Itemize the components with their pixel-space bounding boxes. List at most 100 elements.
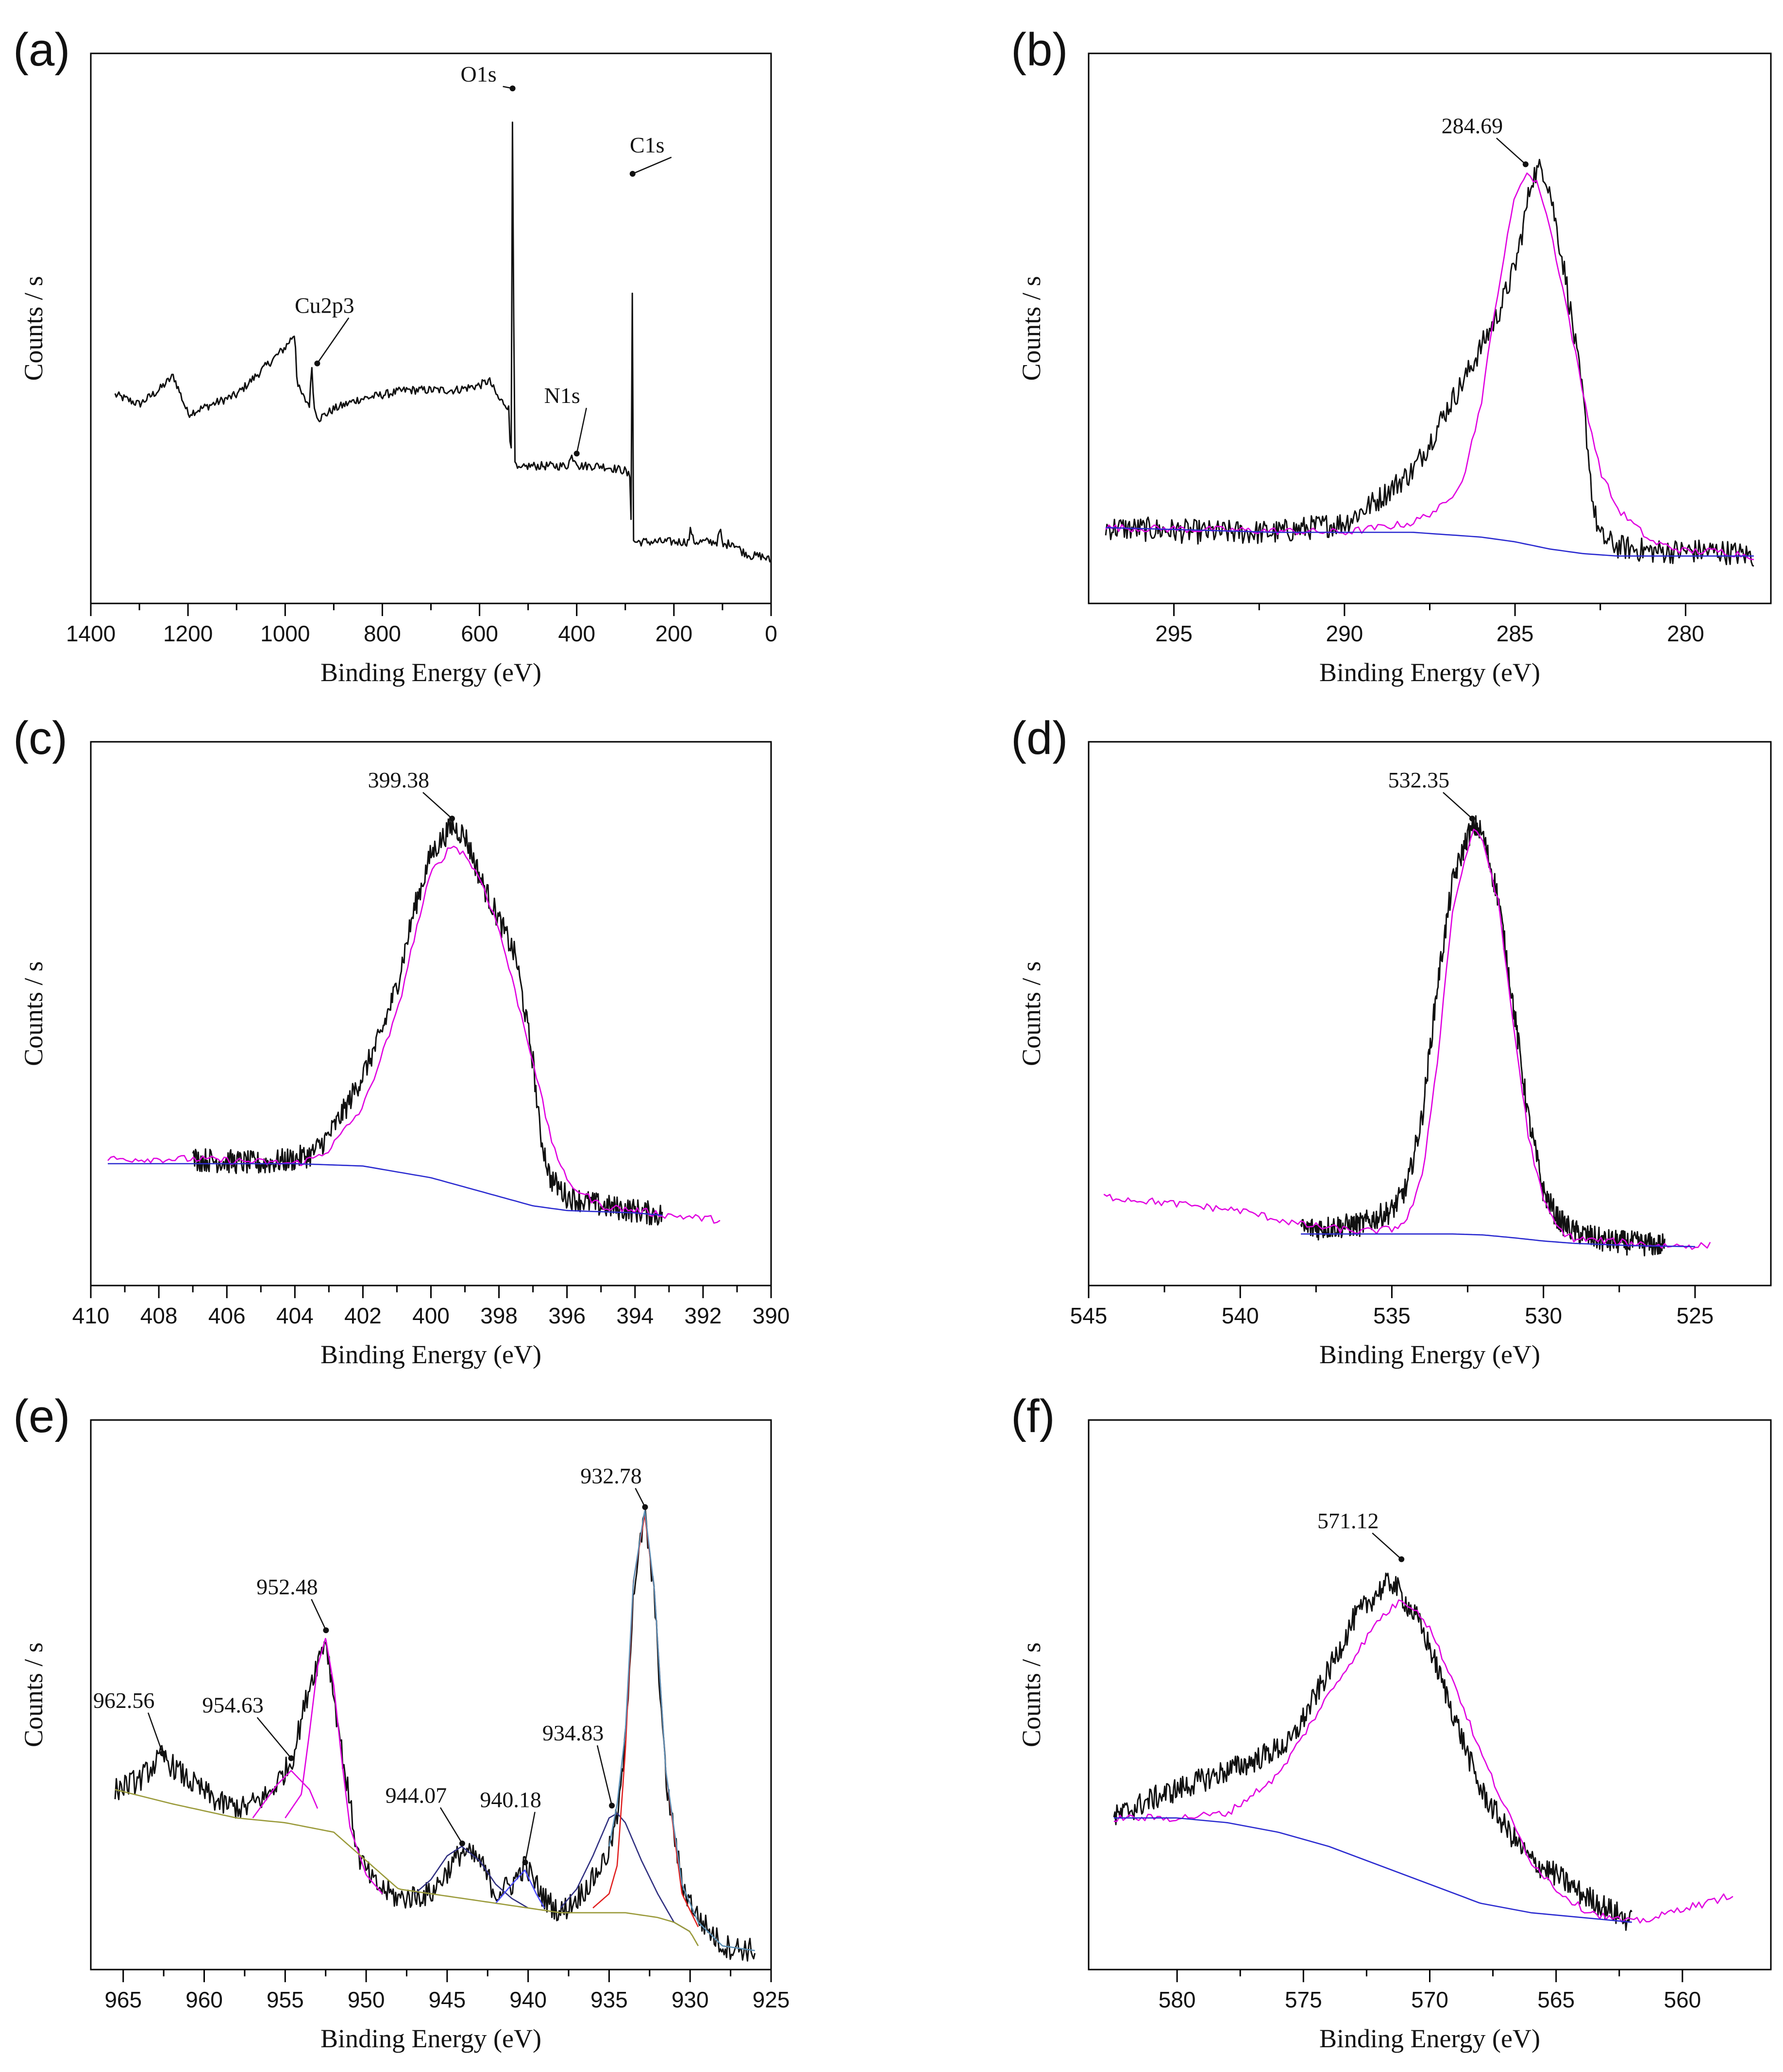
annotation-arrow <box>317 317 350 364</box>
x-tick-label: 1400 <box>66 621 116 646</box>
annotation-arrowhead <box>1398 1556 1405 1562</box>
x-axis-title: Binding Energy (eV) <box>320 1340 541 1369</box>
x-tick-label: 560 <box>1664 1987 1701 2012</box>
x-tick-label: 570 <box>1411 1987 1448 2012</box>
annotation-arrow <box>632 156 672 175</box>
annotation-arrowhead <box>314 360 320 367</box>
series-background <box>1114 1817 1632 1923</box>
x-tick-label: 545 <box>1070 1303 1108 1328</box>
series-fit-944.07 <box>414 1846 529 1909</box>
series-measured <box>192 818 663 1226</box>
annotation-arrow <box>1496 137 1526 165</box>
series-fit-934.83 <box>560 1813 690 1933</box>
annotation-arrow <box>524 1812 536 1863</box>
x-tick-label: 295 <box>1155 621 1193 646</box>
annotation-arrowhead <box>1522 161 1529 167</box>
x-tick-label: 800 <box>364 621 401 646</box>
x-tick-label: 925 <box>753 1987 790 2012</box>
plot-frame <box>1088 52 1772 604</box>
annotation-arrowhead <box>609 1803 615 1809</box>
series-background <box>108 1163 662 1216</box>
annotation-arrowhead <box>522 1859 528 1866</box>
annotation-arrow <box>1372 1532 1402 1560</box>
x-tick-label: 406 <box>208 1303 246 1328</box>
x-tick-label: 400 <box>412 1303 450 1328</box>
x-axis-title: Binding Energy (eV) <box>320 2024 541 2053</box>
series-fit-932.78 <box>592 1515 699 1927</box>
series-measured <box>114 1509 756 1962</box>
annotation-label: 962.56 <box>93 1688 155 1713</box>
series-fit <box>1105 172 1754 560</box>
annotation-label: 940.18 <box>480 1787 541 1812</box>
panel-label: (d) <box>1011 712 1068 764</box>
panel-label: (a) <box>13 24 70 76</box>
chart-panel-3: 545 540 535 530 525 Binding Energy (eV) Counts… <box>1011 712 1772 1369</box>
annotation-label: 932.78 <box>580 1463 642 1488</box>
series-envelope <box>608 1510 755 1952</box>
x-axis-title: Binding Energy (eV) <box>1319 1340 1540 1369</box>
annotation-arrowhead <box>642 1504 648 1510</box>
x-tick-label: 525 <box>1677 1303 1714 1328</box>
annotation-arrow <box>1443 792 1473 819</box>
annotation-label: 571.12 <box>1317 1508 1379 1533</box>
x-tick-label: 945 <box>428 1987 466 2012</box>
plot-frame <box>90 52 772 604</box>
x-tick-label: 0 <box>765 621 777 646</box>
series-background <box>1106 527 1754 557</box>
panel-label: (f) <box>1011 1390 1055 1442</box>
annotation-label: N1s <box>544 383 580 408</box>
x-tick-label: 540 <box>1222 1303 1259 1328</box>
x-tick-label: 1000 <box>260 621 310 646</box>
annotation-arrowhead <box>1469 816 1475 822</box>
x-tick-label: 400 <box>558 621 595 646</box>
x-tick-label: 935 <box>590 1987 628 2012</box>
chart-panel-2: 410 408 406 404 402 400 398 396 394 392 390 Binding… <box>13 712 790 1369</box>
y-axis-title: Counts / s <box>1017 1642 1046 1747</box>
x-tick-label: 930 <box>672 1987 709 2012</box>
annotation-arrow <box>311 1599 327 1631</box>
x-tick-label: 960 <box>185 1987 223 2012</box>
plot-frame <box>1088 1419 1772 1971</box>
annotation-arrow <box>256 1717 292 1759</box>
panel-label: (e) <box>13 1390 70 1442</box>
x-tick-label: 290 <box>1326 621 1363 646</box>
plot-frame <box>90 741 772 1287</box>
annotation-label: C1s <box>630 133 665 157</box>
x-axis-title: Binding Energy (eV) <box>1319 2024 1540 2053</box>
series-fit-940.18 <box>495 1869 545 1908</box>
x-tick-label: 950 <box>348 1987 385 2012</box>
annotation-arrowhead <box>288 1755 294 1761</box>
y-axis-title: Counts / s <box>1017 961 1046 1066</box>
x-tick-label: 530 <box>1525 1303 1562 1328</box>
series-fit-954.63 <box>252 1770 319 1819</box>
series-fit-952.48 <box>285 1638 383 1894</box>
chart-panel-0: 1400 1200 1000 800 600 400 200 0 Binding Energy … <box>13 24 777 687</box>
plot-frame <box>1088 741 1772 1287</box>
annotation-arrowhead <box>629 170 636 177</box>
x-tick-label: 408 <box>140 1303 178 1328</box>
x-tick-label: 565 <box>1537 1987 1575 2012</box>
annotation-label: 944.07 <box>386 1783 447 1807</box>
series-fit <box>107 846 721 1224</box>
x-tick-label: 1200 <box>163 621 213 646</box>
plot-frame <box>90 1419 772 1971</box>
annotation-label: Cu2p3 <box>295 293 354 318</box>
x-tick-label: 280 <box>1667 621 1704 646</box>
annotation-arrow <box>576 407 587 454</box>
chart-panel-1: 295 290 285 280 Binding Energy (eV) Counts / … <box>1011 24 1772 687</box>
annotation-arrow <box>439 1807 463 1844</box>
x-tick-label: 404 <box>276 1303 314 1328</box>
annotation-arrowhead <box>573 451 580 457</box>
series-fit <box>1103 829 1711 1250</box>
annotation-arrow <box>596 1745 613 1806</box>
annotation-arrow <box>147 1712 164 1754</box>
x-axis-title: Binding Energy (eV) <box>1319 658 1540 687</box>
x-tick-label: 200 <box>655 621 692 646</box>
series-baseline <box>115 1788 699 1946</box>
x-tick-label: 402 <box>344 1303 382 1328</box>
x-tick-label: 285 <box>1497 621 1534 646</box>
annotation-label: 952.48 <box>256 1574 318 1599</box>
series-measured <box>1300 815 1665 1256</box>
y-axis-title: Counts / s <box>19 276 48 381</box>
x-tick-label: 575 <box>1285 1987 1322 2012</box>
